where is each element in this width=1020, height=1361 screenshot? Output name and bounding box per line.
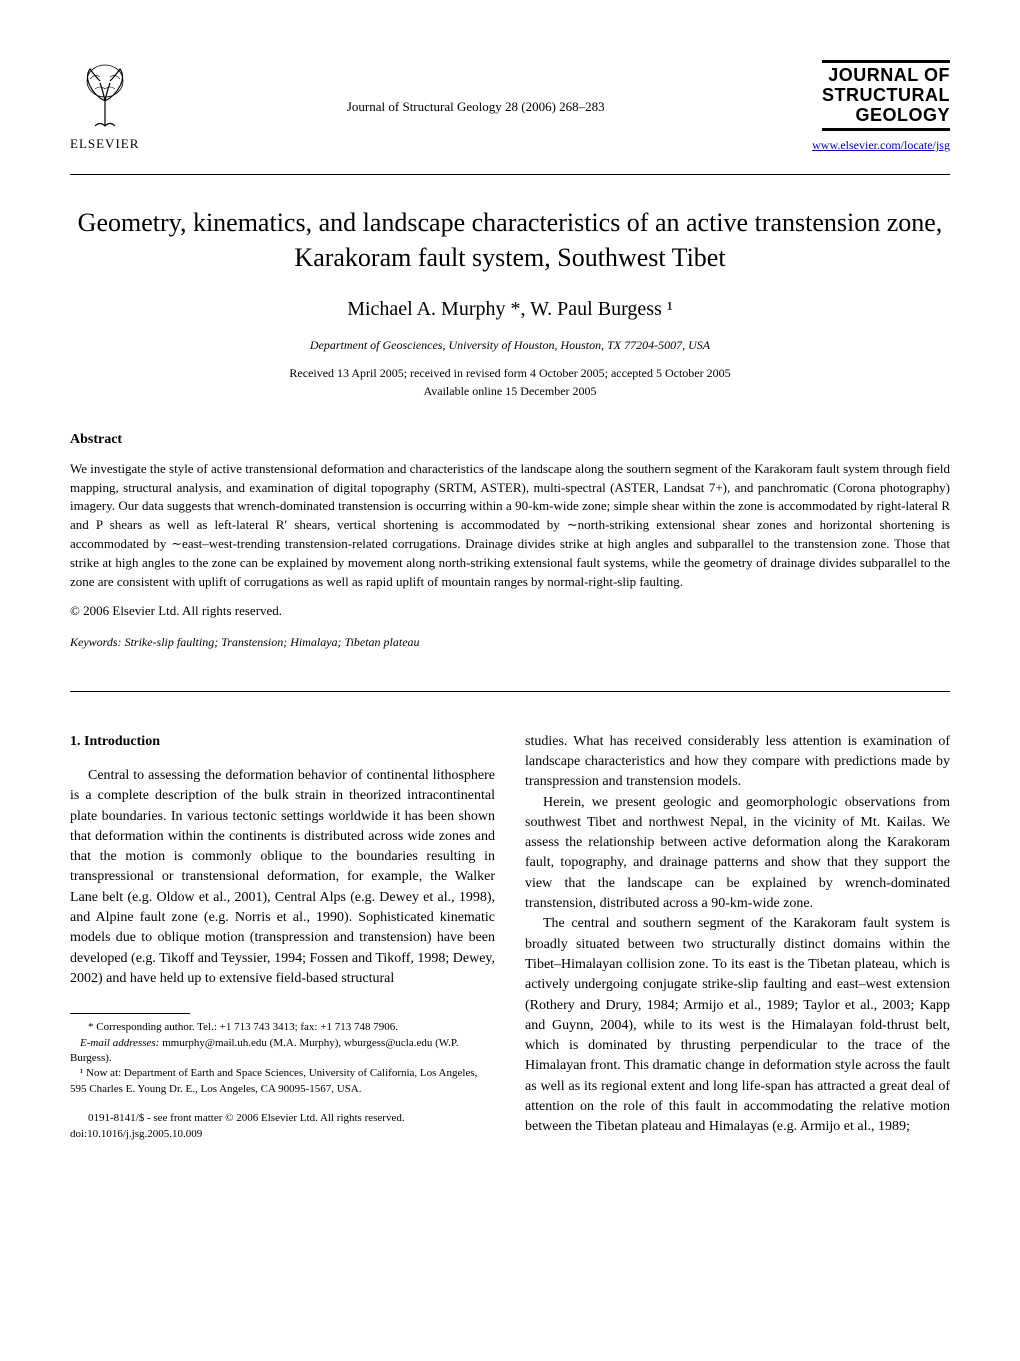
keywords-label: Keywords: <box>70 635 122 649</box>
journal-title-box: JOURNAL OF STRUCTURAL GEOLOGY <box>822 60 950 131</box>
footnote-divider <box>70 1013 190 1014</box>
intro-paragraph: Herein, we present geologic and geomorph… <box>525 793 950 915</box>
article-dates: Received 13 April 2005; received in revi… <box>70 364 950 400</box>
abstract-text: We investigate the style of active trans… <box>70 460 950 592</box>
article-title: Geometry, kinematics, and landscape char… <box>70 205 950 275</box>
header-divider <box>70 174 950 175</box>
journal-logo-block: JOURNAL OF STRUCTURAL GEOLOGY www.elsevi… <box>812 60 950 154</box>
intro-heading: 1. Introduction <box>70 732 495 752</box>
body-columns: 1. Introduction Central to assessing the… <box>70 732 950 1142</box>
journal-box-line: STRUCTURAL <box>822 86 950 106</box>
journal-box-line: JOURNAL OF <box>822 66 950 86</box>
intro-paragraph: Central to assessing the deformation beh… <box>70 766 495 989</box>
front-matter-line: 0191-8141/$ - see front matter © 2006 El… <box>70 1111 495 1126</box>
affiliation: Department of Geosciences, University of… <box>70 337 950 354</box>
email-label: E-mail addresses: <box>80 1037 159 1049</box>
author-address-note: ¹ Now at: Department of Earth and Space … <box>70 1066 495 1097</box>
journal-citation: Journal of Structural Geology 28 (2006) … <box>347 98 605 116</box>
intro-paragraph: studies. What has received considerably … <box>525 732 950 793</box>
keywords-text: Strike-slip faulting; Transtension; Hima… <box>125 635 420 649</box>
right-column: studies. What has received considerably … <box>525 732 950 1142</box>
left-column: 1. Introduction Central to assessing the… <box>70 732 495 1142</box>
journal-url-link[interactable]: www.elsevier.com/locate/jsg <box>812 137 950 154</box>
keywords-line: Keywords: Strike-slip faulting; Transten… <box>70 634 950 651</box>
abstract-copyright: © 2006 Elsevier Ltd. All rights reserved… <box>70 602 950 620</box>
email-note: E-mail addresses: mmurphy@mail.uh.edu (M… <box>70 1036 495 1067</box>
publisher-logo: ELSEVIER <box>70 61 139 153</box>
page-header: ELSEVIER Journal of Structural Geology 2… <box>70 60 950 154</box>
available-date: Available online 15 December 2005 <box>70 382 950 400</box>
corresponding-author-note: * Corresponding author. Tel.: +1 713 743… <box>70 1020 495 1035</box>
publisher-name: ELSEVIER <box>70 135 139 153</box>
doi-line: doi:10.1016/j.jsg.2005.10.009 <box>70 1127 495 1142</box>
doi-block: 0191-8141/$ - see front matter © 2006 El… <box>70 1111 495 1142</box>
footnotes-block: * Corresponding author. Tel.: +1 713 743… <box>70 1020 495 1097</box>
received-date: Received 13 April 2005; received in revi… <box>70 364 950 382</box>
author-list: Michael A. Murphy *, W. Paul Burgess ¹ <box>70 295 950 323</box>
abstract-divider <box>70 691 950 692</box>
journal-box-line: GEOLOGY <box>822 106 950 126</box>
intro-paragraph: The central and southern segment of the … <box>525 914 950 1137</box>
abstract-heading: Abstract <box>70 430 950 450</box>
elsevier-tree-icon <box>75 61 135 131</box>
